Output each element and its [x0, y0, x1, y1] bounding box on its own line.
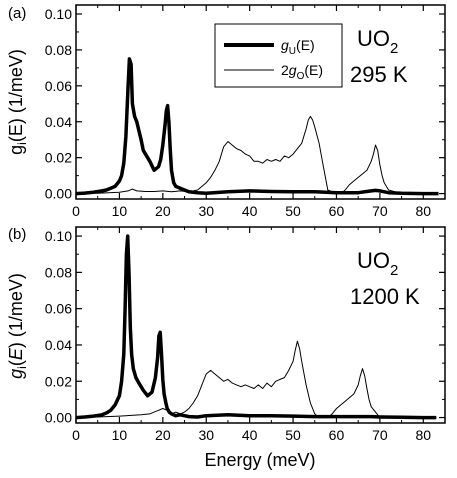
x-tick-label-b: 40 — [242, 427, 258, 443]
x-tick-label-a: 0 — [72, 203, 80, 219]
y-tick-label-a: 0.04 — [45, 114, 72, 130]
legend-entry-go: 2gO(E) — [281, 62, 323, 82]
panel-a-ticks: 0 10 20 30 40 50 60 70 80 0.00 0.02 0.04 0.06 0.08 0.1… — [45, 5, 445, 219]
y-tick-label-b: 0.04 — [45, 337, 72, 353]
x-tick-label-b: 60 — [329, 427, 345, 443]
x-tick-label-a: 10 — [112, 203, 128, 219]
y-tick-label-a: 0.02 — [45, 150, 72, 166]
y-tick-label-a: 0.08 — [45, 42, 72, 58]
panel-a-frame — [75, 4, 446, 200]
material-label-b: UO2 — [357, 248, 398, 279]
y-tick-label-b: 0.10 — [45, 228, 72, 244]
panel-b-series — [75, 234, 437, 420]
x-tick-label-a: 50 — [285, 203, 301, 219]
x-tick-label-a: 80 — [416, 203, 432, 219]
y-tick-label-a: 0.06 — [45, 78, 72, 94]
series-line-gu-a — [75, 57, 439, 196]
legend-box — [214, 23, 343, 88]
y-axis-title-a: gi(E) (1/meV) — [6, 49, 29, 155]
series-line-go-a — [75, 115, 439, 195]
x-tick-label-a: 60 — [329, 203, 345, 219]
material-label-a: UO2 — [357, 26, 398, 57]
temperature-label-b: 1200 K — [350, 284, 420, 309]
x-tick-label-b: 20 — [155, 427, 171, 443]
panel-b: (b) 0 10 20 30 40 50 60 70 80 0.00 0.02 0.04 0.06 0.0… — [6, 226, 446, 443]
panel-b-ticks: 0 10 20 30 40 50 60 70 80 0.00 0.02 0.04 0.06 0.08 0.1… — [45, 227, 445, 443]
temperature-label-a: 295 K — [350, 62, 408, 87]
series-line-gu-b — [75, 234, 437, 420]
x-tick-label-b: 10 — [112, 427, 128, 443]
y-tick-label-a: 0.00 — [45, 186, 72, 202]
x-tick-label-b: 30 — [198, 427, 214, 443]
x-tick-label-a: 20 — [155, 203, 171, 219]
panel-a: (a) 0 10 20 30 40 50 60 70 80 0.00 0.02 0.04 0.06 0.0… — [6, 4, 446, 219]
y-tick-label-b: 0.02 — [45, 373, 72, 389]
x-tick-label-b: 80 — [416, 427, 432, 443]
y-tick-label-a: 0.10 — [45, 6, 72, 22]
y-tick-label-b: 0.06 — [45, 301, 72, 317]
x-tick-label-b: 0 — [72, 427, 80, 443]
series-line-go-b — [75, 340, 437, 419]
panel-label-a: (a) — [8, 5, 26, 22]
x-tick-label-b: 50 — [285, 427, 301, 443]
y-tick-label-b: 0.00 — [45, 410, 72, 426]
panel-b-frame — [75, 226, 446, 424]
legend-entry-gu: gU(E) — [281, 37, 315, 57]
x-tick-label-b: 70 — [372, 427, 388, 443]
x-tick-label-a: 40 — [242, 203, 258, 219]
x-tick-label-a: 30 — [198, 203, 214, 219]
legend: gU(E) 2gO(E) — [214, 23, 343, 88]
y-axis-title-b: gi(E) (1/meV) — [6, 273, 29, 379]
panel-label-b: (b) — [8, 226, 26, 243]
y-tick-label-b: 0.08 — [45, 264, 72, 280]
panel-a-series — [75, 57, 439, 196]
x-tick-label-a: 70 — [372, 203, 388, 219]
x-axis-title: Energy (meV) — [204, 450, 315, 470]
